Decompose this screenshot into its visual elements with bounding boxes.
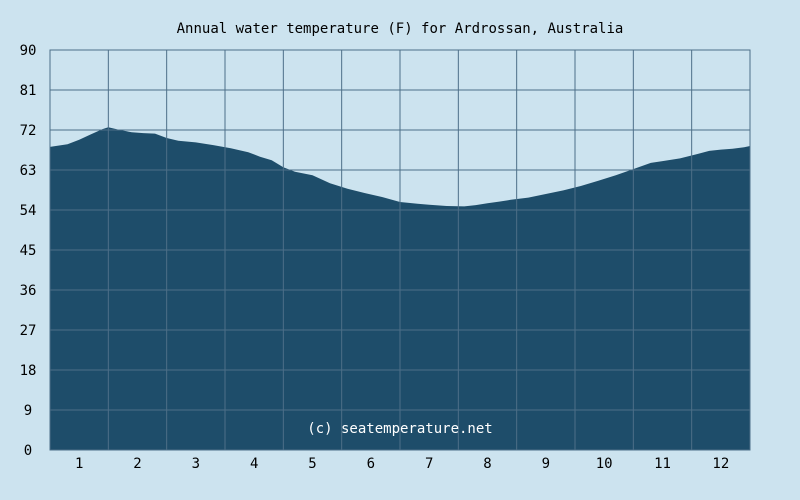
x-tick-label: 2 xyxy=(133,456,141,472)
y-tick-label: 18 xyxy=(20,363,37,379)
x-tick-label: 10 xyxy=(596,456,613,472)
x-tick-label: 8 xyxy=(483,456,491,472)
x-tick-label: 3 xyxy=(192,456,200,472)
y-tick-label: 45 xyxy=(20,243,37,259)
y-tick-label: 9 xyxy=(24,403,32,419)
x-tick-label: 7 xyxy=(425,456,433,472)
y-tick-label: 0 xyxy=(24,443,32,459)
y-tick-label: 63 xyxy=(20,163,37,179)
y-tick-label: 36 xyxy=(20,283,37,299)
y-tick-label: 81 xyxy=(20,83,37,99)
x-tick-label: 9 xyxy=(542,456,550,472)
x-tick-label: 6 xyxy=(367,456,375,472)
chart-title: Annual water temperature (F) for Ardross… xyxy=(177,21,624,37)
watermark: (c) seatemperature.net xyxy=(307,421,492,437)
x-tick-label: 11 xyxy=(654,456,671,472)
y-tick-label: 90 xyxy=(20,43,37,59)
x-tick-label: 5 xyxy=(308,456,316,472)
plot-frame xyxy=(49,49,751,451)
y-tick-label: 72 xyxy=(20,123,37,139)
y-axis-ticks: 0 9 18 27 36 45 54 63 72 81 90 xyxy=(20,43,37,459)
x-axis-ticks: 1 2 3 4 5 6 7 8 9 10 11 12 xyxy=(75,456,729,472)
y-tick-label: 27 xyxy=(20,323,37,339)
plot-area xyxy=(49,49,751,451)
x-tick-label: 12 xyxy=(712,456,729,472)
x-tick-label: 1 xyxy=(75,456,83,472)
x-tick-label: 4 xyxy=(250,456,258,472)
y-tick-label: 54 xyxy=(20,203,37,219)
